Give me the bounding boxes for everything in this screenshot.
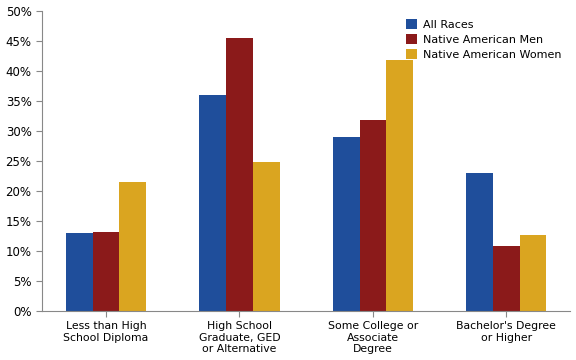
Bar	[386, 60, 413, 311]
Bar	[520, 235, 547, 311]
Legend: All Races, Native American Men, Native American Women: All Races, Native American Men, Native A…	[403, 16, 565, 63]
Bar	[199, 95, 226, 311]
Bar	[119, 182, 146, 311]
Bar	[493, 246, 520, 311]
Bar	[467, 173, 493, 311]
Bar	[359, 121, 386, 311]
Bar	[226, 37, 253, 311]
Bar	[66, 233, 93, 311]
Bar	[333, 137, 359, 311]
Bar	[93, 231, 119, 311]
Bar	[253, 162, 279, 311]
